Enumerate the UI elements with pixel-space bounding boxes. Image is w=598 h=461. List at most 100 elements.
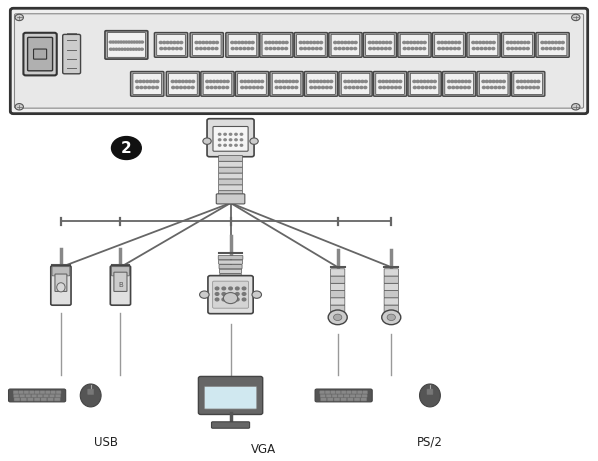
Circle shape <box>130 41 133 43</box>
Circle shape <box>133 41 136 43</box>
Circle shape <box>111 136 141 160</box>
FancyBboxPatch shape <box>477 71 510 96</box>
Circle shape <box>15 104 23 110</box>
Circle shape <box>268 41 271 44</box>
Circle shape <box>184 86 187 89</box>
Circle shape <box>304 47 307 50</box>
FancyBboxPatch shape <box>443 71 476 96</box>
Circle shape <box>437 41 440 44</box>
Circle shape <box>292 80 295 83</box>
Circle shape <box>281 47 283 50</box>
Circle shape <box>517 80 519 83</box>
Circle shape <box>527 41 530 44</box>
Circle shape <box>457 47 460 50</box>
FancyBboxPatch shape <box>327 398 333 401</box>
Circle shape <box>513 41 516 44</box>
Circle shape <box>236 293 239 296</box>
FancyBboxPatch shape <box>23 33 57 76</box>
FancyBboxPatch shape <box>201 71 234 96</box>
Circle shape <box>460 86 462 89</box>
Circle shape <box>360 86 363 89</box>
Circle shape <box>251 80 254 83</box>
Circle shape <box>240 144 243 146</box>
Circle shape <box>484 47 487 50</box>
Circle shape <box>451 80 454 83</box>
Circle shape <box>334 41 337 44</box>
Circle shape <box>112 41 114 43</box>
FancyBboxPatch shape <box>347 398 353 401</box>
Circle shape <box>478 41 481 44</box>
Circle shape <box>215 47 218 50</box>
Circle shape <box>502 86 505 89</box>
FancyBboxPatch shape <box>28 398 33 401</box>
Circle shape <box>444 41 447 44</box>
Circle shape <box>244 80 246 83</box>
FancyBboxPatch shape <box>384 276 398 283</box>
Circle shape <box>295 80 298 83</box>
Circle shape <box>273 47 276 50</box>
Circle shape <box>226 80 229 83</box>
Circle shape <box>260 86 263 89</box>
FancyBboxPatch shape <box>511 71 545 96</box>
Circle shape <box>330 80 332 83</box>
FancyBboxPatch shape <box>219 269 242 273</box>
Circle shape <box>230 139 232 141</box>
Circle shape <box>517 41 520 44</box>
FancyBboxPatch shape <box>361 398 367 401</box>
Circle shape <box>389 80 392 83</box>
Circle shape <box>315 47 318 50</box>
Circle shape <box>109 41 112 43</box>
Circle shape <box>395 80 398 83</box>
Circle shape <box>208 47 210 50</box>
FancyBboxPatch shape <box>34 398 40 401</box>
Circle shape <box>344 80 347 83</box>
Circle shape <box>447 80 450 83</box>
FancyBboxPatch shape <box>21 398 27 401</box>
FancyBboxPatch shape <box>24 391 29 394</box>
Circle shape <box>523 41 526 44</box>
Circle shape <box>529 86 532 89</box>
FancyBboxPatch shape <box>219 260 242 264</box>
Circle shape <box>442 47 444 50</box>
Circle shape <box>456 86 459 89</box>
Circle shape <box>224 144 226 146</box>
FancyBboxPatch shape <box>445 73 474 95</box>
Circle shape <box>230 144 232 146</box>
Circle shape <box>457 80 460 83</box>
Circle shape <box>499 80 502 83</box>
Circle shape <box>125 41 128 43</box>
FancyBboxPatch shape <box>536 33 569 57</box>
Circle shape <box>398 86 401 89</box>
Circle shape <box>277 47 280 50</box>
Circle shape <box>322 86 325 89</box>
Circle shape <box>352 86 355 89</box>
Circle shape <box>453 47 456 50</box>
Circle shape <box>351 41 353 44</box>
Circle shape <box>433 86 436 89</box>
FancyBboxPatch shape <box>193 35 221 55</box>
Circle shape <box>219 80 222 83</box>
Circle shape <box>176 86 179 89</box>
FancyBboxPatch shape <box>105 31 148 59</box>
Circle shape <box>216 80 219 83</box>
Circle shape <box>323 80 326 83</box>
Circle shape <box>309 80 312 83</box>
Circle shape <box>416 80 419 83</box>
Circle shape <box>334 314 342 320</box>
FancyBboxPatch shape <box>356 394 361 397</box>
Circle shape <box>218 139 221 141</box>
Circle shape <box>240 133 243 135</box>
FancyBboxPatch shape <box>219 191 242 196</box>
Circle shape <box>127 48 129 50</box>
FancyBboxPatch shape <box>219 185 242 191</box>
Circle shape <box>310 86 313 89</box>
Circle shape <box>379 41 382 44</box>
Circle shape <box>382 41 385 44</box>
FancyBboxPatch shape <box>326 394 331 397</box>
Circle shape <box>533 80 536 83</box>
FancyBboxPatch shape <box>40 391 45 394</box>
Circle shape <box>377 47 380 50</box>
FancyBboxPatch shape <box>49 394 54 397</box>
FancyBboxPatch shape <box>45 391 50 394</box>
FancyBboxPatch shape <box>321 398 327 401</box>
